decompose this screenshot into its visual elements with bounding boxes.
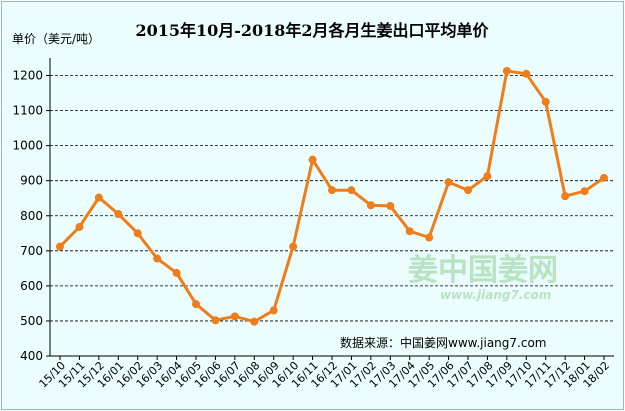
grid-lines bbox=[50, 75, 614, 322]
data-point bbox=[386, 201, 395, 210]
y-axis-label: 单价（美元/吨） bbox=[12, 32, 100, 46]
data-point bbox=[580, 187, 589, 196]
source-note: 数据来源：中国姜网www.jiang7.com bbox=[340, 335, 546, 350]
chart-title: 2015年10月-2018年2月各月生姜出口平均单价 bbox=[135, 21, 489, 40]
data-point bbox=[502, 66, 511, 75]
y-tick-label: 400 bbox=[20, 349, 43, 363]
data-point bbox=[405, 227, 414, 236]
x-tick-labels: 15/1015/1115/1216/0116/0216/0316/0416/05… bbox=[37, 359, 613, 391]
data-point bbox=[230, 312, 239, 321]
y-tick-label: 700 bbox=[20, 244, 43, 258]
data-point bbox=[172, 268, 181, 277]
axes bbox=[46, 58, 614, 360]
data-point bbox=[444, 178, 453, 187]
data-point bbox=[366, 201, 375, 210]
y-tick-label: 1000 bbox=[12, 139, 43, 153]
data-point bbox=[425, 233, 434, 242]
data-point bbox=[114, 210, 123, 219]
data-point bbox=[94, 193, 103, 202]
data-point bbox=[133, 229, 142, 238]
data-point bbox=[464, 186, 472, 195]
data-point bbox=[75, 222, 84, 231]
y-tick-label: 1200 bbox=[12, 69, 43, 83]
watermark-text: 姜中国姜网 bbox=[408, 253, 558, 288]
data-point bbox=[153, 254, 162, 263]
y-tick-labels: 400 500 600 700 800 900 1000 1100 1200 bbox=[12, 69, 43, 363]
y-tick-label: 800 bbox=[20, 209, 43, 223]
watermark: 姜中国姜网 www.jiang7.com bbox=[408, 253, 558, 302]
y-tick-label: 500 bbox=[20, 314, 43, 328]
data-point bbox=[522, 69, 531, 78]
data-point bbox=[269, 306, 278, 315]
y-tick-label: 900 bbox=[20, 174, 43, 188]
data-point bbox=[561, 192, 570, 201]
data-point bbox=[308, 155, 317, 164]
data-point bbox=[541, 97, 550, 106]
data-point bbox=[289, 242, 298, 251]
series-points bbox=[56, 66, 608, 326]
watermark-url: www.jiang7.com bbox=[440, 288, 551, 302]
data-point bbox=[328, 186, 336, 195]
data-point bbox=[250, 317, 259, 326]
y-tick-label: 1100 bbox=[12, 104, 43, 118]
data-point bbox=[211, 316, 220, 325]
data-point bbox=[192, 300, 200, 309]
data-point bbox=[483, 172, 492, 181]
data-point bbox=[347, 186, 356, 195]
data-point bbox=[56, 242, 64, 251]
y-tick-label: 600 bbox=[20, 279, 43, 293]
data-point bbox=[600, 173, 608, 182]
